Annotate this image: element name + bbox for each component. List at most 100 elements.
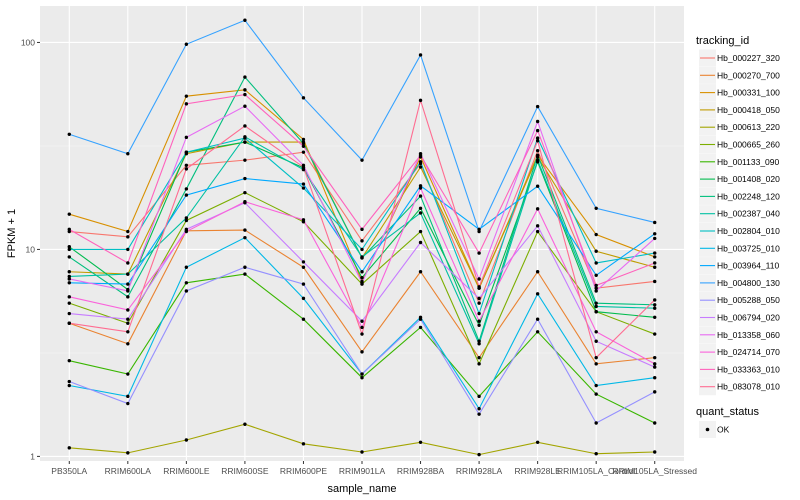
data-point (653, 306, 657, 310)
data-point (594, 283, 598, 288)
data-point (535, 184, 540, 188)
data-point (653, 232, 657, 236)
y-axis: 1 10 100 (21, 37, 40, 461)
data-point (360, 270, 364, 274)
data-point (653, 365, 657, 369)
data-point (243, 104, 247, 108)
data-point (67, 255, 71, 259)
data-point (535, 139, 540, 143)
data-point (594, 273, 598, 277)
legend-item: Hb_002248_120 (699, 187, 780, 205)
legend-label: Hb_002804_010 (717, 226, 780, 236)
legend-item: Hb_002387_040 (699, 205, 780, 223)
data-point (67, 277, 71, 281)
legend-item: Hb_000270_700 (699, 66, 780, 84)
data-point (477, 412, 481, 416)
data-point (126, 247, 130, 252)
legend-item: Hb_000418_050 (699, 101, 780, 119)
data-point (301, 282, 306, 286)
data-point (301, 150, 306, 154)
x-tick-label: PB350LA (51, 466, 87, 476)
data-point (535, 207, 540, 211)
legend-label: Hb_000227_320 (717, 53, 780, 63)
data-point (535, 224, 540, 228)
data-point (360, 372, 364, 376)
legend-label: Hb_001133_090 (717, 157, 780, 167)
data-point (360, 325, 364, 330)
x-tick-label: RRIM600PE (280, 466, 328, 476)
data-point (126, 372, 130, 376)
data-point (477, 319, 481, 323)
data-point (126, 308, 130, 312)
x-tick-label: RRIM928LE (514, 466, 561, 476)
data-point (477, 301, 481, 305)
data-point (418, 98, 423, 103)
data-point (184, 150, 189, 154)
data-point (535, 148, 540, 153)
legend-label: Hb_002387_040 (717, 209, 780, 219)
data-point (243, 265, 247, 269)
data-point (184, 187, 189, 191)
data-point (477, 229, 481, 234)
legend-shape-title: quant_status (696, 406, 759, 418)
data-point (360, 319, 364, 323)
data-point (594, 206, 598, 211)
data-point (67, 446, 71, 450)
data-point (243, 228, 247, 232)
data-point (535, 292, 540, 296)
data-point (243, 124, 247, 128)
data-point (67, 247, 71, 252)
data-point (477, 311, 481, 316)
legend-item: Hb_013358_060 (699, 326, 780, 344)
data-point (184, 229, 189, 234)
y-tick-label: 100 (21, 37, 35, 47)
data-point (418, 211, 423, 215)
y-tick-label: 1 (30, 451, 35, 461)
data-point (594, 339, 598, 343)
data-point (594, 261, 598, 265)
data-point (535, 158, 540, 162)
x-axis: PB350LA RRIM600LA RRIM600LE RRIM600SE RRIM60… (51, 461, 697, 476)
data-point (535, 128, 540, 133)
data-point (126, 229, 130, 234)
data-point (477, 339, 481, 343)
y-axis-title: FPKM + 1 (6, 209, 18, 258)
x-axis-title: sample_name (327, 483, 396, 495)
data-point (535, 104, 540, 109)
legend-shape-entry: OK (699, 421, 730, 438)
data-point (67, 281, 71, 285)
data-point (653, 298, 657, 302)
data-point (535, 136, 540, 140)
data-point (594, 249, 598, 253)
legend-label: Hb_013358_060 (717, 330, 780, 340)
data-point (243, 136, 247, 140)
data-point (184, 265, 189, 269)
legend-label: Hb_000331_100 (717, 88, 780, 98)
legend-label: Hb_000613_220 (717, 122, 780, 132)
legend-label: Hb_000418_050 (717, 105, 780, 115)
data-point (301, 296, 306, 301)
legend-items: Hb_000227_320 Hb_000270_700 Hb_000331_100 H… (699, 49, 780, 396)
data-point (67, 245, 71, 249)
data-point (243, 140, 247, 144)
data-point (594, 362, 598, 366)
data-point (535, 330, 540, 334)
data-point (67, 311, 71, 316)
x-tick-label: RRIM105LA_Stressed (612, 466, 697, 476)
data-point (184, 135, 189, 140)
data-point (184, 167, 189, 171)
x-tick-label: RRIM901LA (339, 466, 386, 476)
legend: tracking_id Hb_000227_320Hb_000270_700Hb… (696, 35, 780, 438)
data-point (418, 317, 423, 321)
data-point (126, 321, 130, 325)
legend-item: Hb_005288_050 (699, 291, 780, 309)
data-point (535, 440, 540, 444)
data-point (184, 281, 189, 285)
data-point (184, 102, 189, 106)
legend-item: Hb_003725_010 (699, 239, 780, 257)
data-point (594, 310, 598, 314)
data-point (477, 452, 481, 457)
data-point (418, 160, 423, 164)
data-point (184, 289, 189, 293)
data-points (67, 18, 657, 457)
